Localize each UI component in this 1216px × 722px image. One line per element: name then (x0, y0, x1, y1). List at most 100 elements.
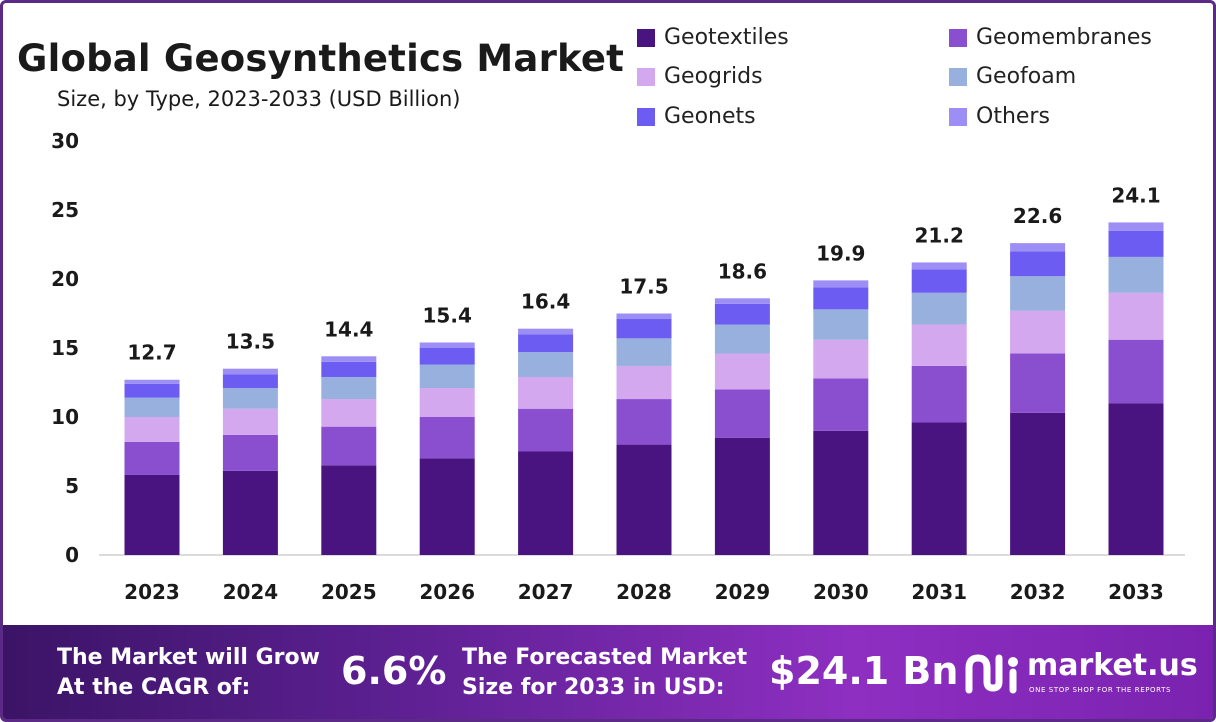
bar-segment-others-2028 (616, 313, 672, 320)
x-tick-label: 2025 (321, 580, 377, 604)
y-tick-label: 5 (65, 474, 79, 498)
bar-segment-geomembranes-2032 (1010, 353, 1066, 413)
legend-swatch-geogrids (637, 67, 655, 86)
bar-segment-others-2026 (419, 342, 475, 348)
legend-item-geonets: Geonets (637, 104, 756, 129)
bar-segment-others-2023 (124, 379, 180, 384)
legend-label: Geogrids (664, 64, 763, 89)
bar-segment-geonets-2027 (518, 334, 574, 353)
chart-title: Global Geosynthetics Market (17, 37, 625, 80)
bar-segment-geofoam-2027 (518, 352, 574, 377)
chart-subtitle: Size, by Type, 2023-2033 (USD Billion) (57, 87, 461, 111)
legend-swatch-geofoam (949, 67, 967, 86)
bar-segment-geotextiles-2030 (813, 430, 869, 555)
bar-segment-geonets-2026 (419, 348, 475, 365)
bar-segment-geogrids-2023 (124, 417, 180, 442)
bar-segment-geomembranes-2030 (813, 378, 869, 431)
bar-segment-others-2029 (714, 298, 770, 304)
bar-segment-geofoam-2032 (1010, 276, 1066, 311)
bar-segment-geomembranes-2028 (616, 399, 672, 445)
data-label-total: 22.6 (1013, 204, 1062, 228)
legend-swatch-others (949, 107, 967, 126)
x-tick-label: 2029 (715, 580, 771, 604)
y-tick-label: 30 (51, 129, 79, 153)
legend-item-geomembranes: Geomembranes (949, 25, 1152, 50)
bar-segment-geofoam-2031 (911, 292, 967, 325)
stacked-bar-chart: 05101520253012.7202313.5202414.4202515.4… (51, 129, 1185, 604)
cagr-value: 6.6% (341, 649, 447, 693)
bar-segment-geonets-2028 (616, 319, 672, 339)
bar-segment-geotextiles-2023 (124, 474, 180, 555)
data-label-total: 12.7 (127, 341, 176, 365)
bar-segment-geomembranes-2024 (222, 434, 278, 471)
bar-segment-geotextiles-2027 (518, 451, 574, 555)
bar-segment-geotextiles-2024 (222, 470, 278, 555)
data-label-total: 18.6 (718, 259, 767, 283)
data-label-total: 16.4 (521, 290, 570, 314)
bar-segment-others-2032 (1010, 243, 1066, 252)
cagr-label-line1: The Market will Grow (57, 645, 320, 670)
bar-segment-geotextiles-2026 (419, 458, 475, 555)
legend-label: Geonets (664, 104, 756, 129)
bar-segment-geonets-2032 (1010, 251, 1066, 277)
x-tick-label: 2027 (518, 580, 574, 604)
bar-segment-geogrids-2027 (518, 376, 574, 409)
bar-segment-others-2033 (1108, 222, 1164, 231)
x-tick-label: 2024 (223, 580, 279, 604)
bar-segment-geogrids-2026 (419, 388, 475, 417)
forecast-label-line1: The Forecasted Market (462, 645, 748, 670)
x-tick-label: 2028 (616, 580, 672, 604)
y-tick-label: 0 (65, 543, 79, 567)
data-label-total: 13.5 (226, 330, 275, 354)
brand-name: market.us (1027, 648, 1198, 683)
bar-segment-geonets-2025 (321, 361, 377, 377)
bar-segment-geonets-2033 (1108, 230, 1164, 257)
bar-segment-geogrids-2032 (1010, 310, 1066, 354)
x-tick-label: 2033 (1108, 580, 1164, 604)
bar-segment-geonets-2030 (813, 287, 869, 310)
legend-label: Geofoam (976, 64, 1077, 89)
bar-segment-others-2031 (911, 262, 967, 270)
bar-segment-geofoam-2025 (321, 376, 377, 400)
bar-segment-others-2025 (321, 356, 377, 362)
bar-segment-geofoam-2033 (1108, 256, 1164, 293)
legend-item-others: Others (949, 104, 1050, 129)
bar-segment-geonets-2031 (911, 269, 967, 293)
bar-segment-geofoam-2028 (616, 338, 672, 366)
y-tick-label: 10 (51, 405, 79, 429)
bar-segment-geonets-2023 (124, 383, 180, 398)
y-tick-label: 20 (51, 267, 79, 291)
cagr-label-line2: At the CAGR of: (57, 675, 251, 700)
bar-segment-geomembranes-2026 (419, 417, 475, 459)
bar-segment-others-2027 (518, 328, 574, 335)
footer-banner: The Market will Grow At the CAGR of: 6.6… (3, 625, 1213, 719)
bar-segment-geomembranes-2027 (518, 408, 574, 452)
bar-segment-geomembranes-2031 (911, 365, 967, 423)
bar-segment-others-2030 (813, 280, 869, 288)
bar-segment-geonets-2024 (222, 374, 278, 389)
legend-swatch-geonets (637, 107, 655, 126)
legend-item-geogrids: Geogrids (637, 64, 763, 89)
bar-segment-geofoam-2026 (419, 364, 475, 389)
bar-segment-geomembranes-2025 (321, 426, 377, 466)
data-label-total: 21.2 (915, 223, 964, 247)
forecast-label: The Forecasted Market Size for 2033 in U… (462, 643, 747, 703)
bar-segment-geotextiles-2031 (911, 422, 967, 555)
bar-segment-geofoam-2030 (813, 309, 869, 340)
bar-segment-geofoam-2029 (714, 324, 770, 354)
x-tick-label: 2031 (911, 580, 967, 604)
forecast-label-line2: Size for 2033 in USD: (462, 675, 725, 700)
bar-segment-geogrids-2029 (714, 353, 770, 390)
bar-segment-geogrids-2024 (222, 408, 278, 435)
market-us-logo-icon (965, 654, 1018, 694)
bar-segment-geotextiles-2033 (1108, 403, 1164, 555)
forecast-value: $24.1 Bn (769, 649, 959, 693)
legend-item-geofoam: Geofoam (949, 64, 1076, 89)
bar-segment-geomembranes-2033 (1108, 339, 1164, 404)
bar-segment-geotextiles-2032 (1010, 412, 1066, 555)
brand-tagline: ONE STOP SHOP FOR THE REPORTS (1029, 686, 1172, 694)
bar-segment-geomembranes-2029 (714, 389, 770, 438)
data-label-total: 24.1 (1111, 183, 1160, 207)
y-tick-label: 25 (51, 198, 79, 222)
